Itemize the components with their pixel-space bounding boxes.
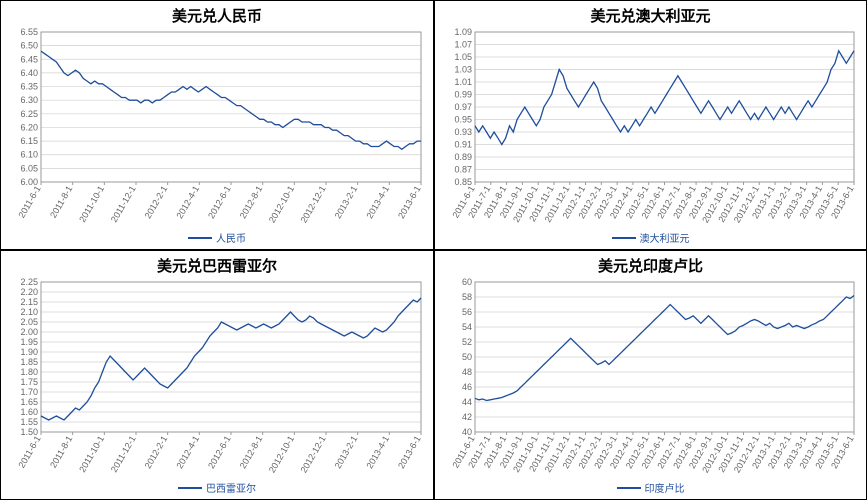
chart-brl: 1.501.551.601.651.701.751.801.851.901.95… xyxy=(7,278,427,478)
svg-text:2012-4-1: 2012-4-1 xyxy=(174,184,201,220)
svg-text:2011-10-1: 2011-10-1 xyxy=(77,434,106,474)
legend-label-inr: 印度卢比 xyxy=(645,480,685,495)
panel-aud: 美元兑澳大利亚元 0.850.870.890.910.930.950.970.9… xyxy=(434,0,867,250)
legend-inr: 印度卢比 xyxy=(435,478,866,499)
svg-text:1.03: 1.03 xyxy=(454,65,472,75)
svg-text:6.55: 6.55 xyxy=(20,28,38,37)
svg-text:1.70: 1.70 xyxy=(20,387,38,397)
svg-text:6.35: 6.35 xyxy=(20,82,38,92)
legend-label-cny: 人民币 xyxy=(216,230,246,245)
title-brl: 美元兑巴西雷亚尔 xyxy=(1,251,433,278)
legend-label-aud: 澳大利亚元 xyxy=(640,230,690,245)
svg-text:0.97: 0.97 xyxy=(454,102,472,112)
svg-text:2013-4-1: 2013-4-1 xyxy=(364,184,391,220)
title-aud: 美元兑澳大利亚元 xyxy=(435,1,866,28)
legend-label-brl: 巴西雷亚尔 xyxy=(206,480,256,495)
svg-text:2012-12-1: 2012-12-1 xyxy=(299,434,328,475)
svg-text:2011-8-1: 2011-8-1 xyxy=(48,184,74,220)
svg-text:1.90: 1.90 xyxy=(20,347,38,357)
svg-text:2012-2-1: 2012-2-1 xyxy=(143,434,170,470)
svg-text:2013-2-1: 2013-2-1 xyxy=(333,184,360,220)
svg-text:2011-6-1: 2011-6-1 xyxy=(16,434,42,470)
svg-text:2.10: 2.10 xyxy=(20,307,38,317)
svg-text:44: 44 xyxy=(462,397,472,407)
chart-grid: 美元兑人民币 6.006.056.106.156.206.256.306.356… xyxy=(0,0,867,500)
svg-text:2.05: 2.05 xyxy=(20,317,38,327)
svg-text:2012-2-1: 2012-2-1 xyxy=(143,184,170,220)
svg-text:6.30: 6.30 xyxy=(20,95,38,105)
svg-text:6.50: 6.50 xyxy=(20,41,38,51)
chart-inr: 40424446485052545658602011-6-12011-7-120… xyxy=(441,278,860,478)
svg-text:6.40: 6.40 xyxy=(20,68,38,78)
svg-text:0.93: 0.93 xyxy=(454,127,472,137)
svg-text:2.25: 2.25 xyxy=(20,278,38,287)
svg-text:6.15: 6.15 xyxy=(20,136,38,146)
svg-text:2012-12-1: 2012-12-1 xyxy=(299,184,328,225)
svg-text:1.80: 1.80 xyxy=(20,367,38,377)
svg-text:2012-6-1: 2012-6-1 xyxy=(206,434,233,470)
svg-text:1.01: 1.01 xyxy=(454,77,472,87)
svg-text:2012-8-1: 2012-8-1 xyxy=(238,184,265,220)
svg-text:2011-8-1: 2011-8-1 xyxy=(48,434,74,470)
svg-text:2012-10-1: 2012-10-1 xyxy=(267,184,296,225)
legend-line-icon xyxy=(178,487,202,489)
svg-text:0.87: 0.87 xyxy=(454,165,472,175)
svg-text:2013-6-1: 2013-6-1 xyxy=(396,434,423,470)
svg-text:2.15: 2.15 xyxy=(20,297,38,307)
svg-text:1.05: 1.05 xyxy=(454,52,472,62)
panel-brl: 美元兑巴西雷亚尔 1.501.551.601.651.701.751.801.8… xyxy=(0,250,434,500)
svg-text:56: 56 xyxy=(462,307,472,317)
legend-aud: 澳大利亚元 xyxy=(435,228,866,249)
title-inr: 美元兑印度卢比 xyxy=(435,251,866,278)
svg-text:1.65: 1.65 xyxy=(20,397,38,407)
svg-text:1.75: 1.75 xyxy=(20,377,38,387)
chart-aud: 0.850.870.890.910.930.950.970.991.011.03… xyxy=(441,28,860,228)
svg-text:0.99: 0.99 xyxy=(454,90,472,100)
svg-text:6.45: 6.45 xyxy=(20,54,38,64)
panel-inr: 美元兑印度卢比 40424446485052545658602011-6-120… xyxy=(434,250,867,500)
svg-text:2012-10-1: 2012-10-1 xyxy=(267,434,296,475)
svg-text:2013-6-1: 2013-6-1 xyxy=(396,184,423,220)
svg-text:0.89: 0.89 xyxy=(454,152,472,162)
title-cny: 美元兑人民币 xyxy=(1,1,433,28)
svg-text:2011-12-1: 2011-12-1 xyxy=(109,434,138,474)
chart-cny: 6.006.056.106.156.206.256.306.356.406.45… xyxy=(7,28,427,228)
svg-text:6.10: 6.10 xyxy=(20,150,38,160)
svg-text:1.55: 1.55 xyxy=(20,417,38,427)
svg-text:2013-2-1: 2013-2-1 xyxy=(333,434,360,470)
legend-line-icon xyxy=(612,237,636,239)
svg-text:1.60: 1.60 xyxy=(20,407,38,417)
svg-text:1.95: 1.95 xyxy=(20,337,38,347)
svg-text:2011-10-1: 2011-10-1 xyxy=(77,184,106,224)
svg-text:0.95: 0.95 xyxy=(454,115,472,125)
svg-text:2013-4-1: 2013-4-1 xyxy=(364,434,391,470)
svg-text:54: 54 xyxy=(462,322,472,332)
legend-cny: 人民币 xyxy=(1,228,433,249)
svg-text:0.91: 0.91 xyxy=(454,140,472,150)
svg-text:48: 48 xyxy=(462,367,472,377)
legend-brl: 巴西雷亚尔 xyxy=(1,478,433,499)
svg-text:46: 46 xyxy=(462,382,472,392)
svg-text:52: 52 xyxy=(462,337,472,347)
svg-text:2.00: 2.00 xyxy=(20,327,38,337)
svg-text:6.05: 6.05 xyxy=(20,163,38,173)
svg-text:50: 50 xyxy=(462,352,472,362)
svg-text:60: 60 xyxy=(462,278,472,287)
svg-text:2012-6-1: 2012-6-1 xyxy=(206,184,233,220)
svg-text:6.25: 6.25 xyxy=(20,109,38,119)
legend-line-icon xyxy=(617,487,641,489)
legend-line-icon xyxy=(188,237,212,239)
svg-text:1.85: 1.85 xyxy=(20,357,38,367)
svg-text:2.20: 2.20 xyxy=(20,287,38,297)
panel-cny: 美元兑人民币 6.006.056.106.156.206.256.306.356… xyxy=(0,0,434,250)
svg-text:2011-12-1: 2011-12-1 xyxy=(109,184,138,224)
svg-text:58: 58 xyxy=(462,292,472,302)
svg-text:42: 42 xyxy=(462,412,472,422)
svg-text:1.09: 1.09 xyxy=(454,28,472,37)
svg-text:6.20: 6.20 xyxy=(20,122,38,132)
svg-text:2011-6-1: 2011-6-1 xyxy=(16,184,42,220)
svg-text:1.07: 1.07 xyxy=(454,40,472,50)
svg-text:2012-8-1: 2012-8-1 xyxy=(238,434,265,470)
svg-text:2012-4-1: 2012-4-1 xyxy=(174,434,201,470)
